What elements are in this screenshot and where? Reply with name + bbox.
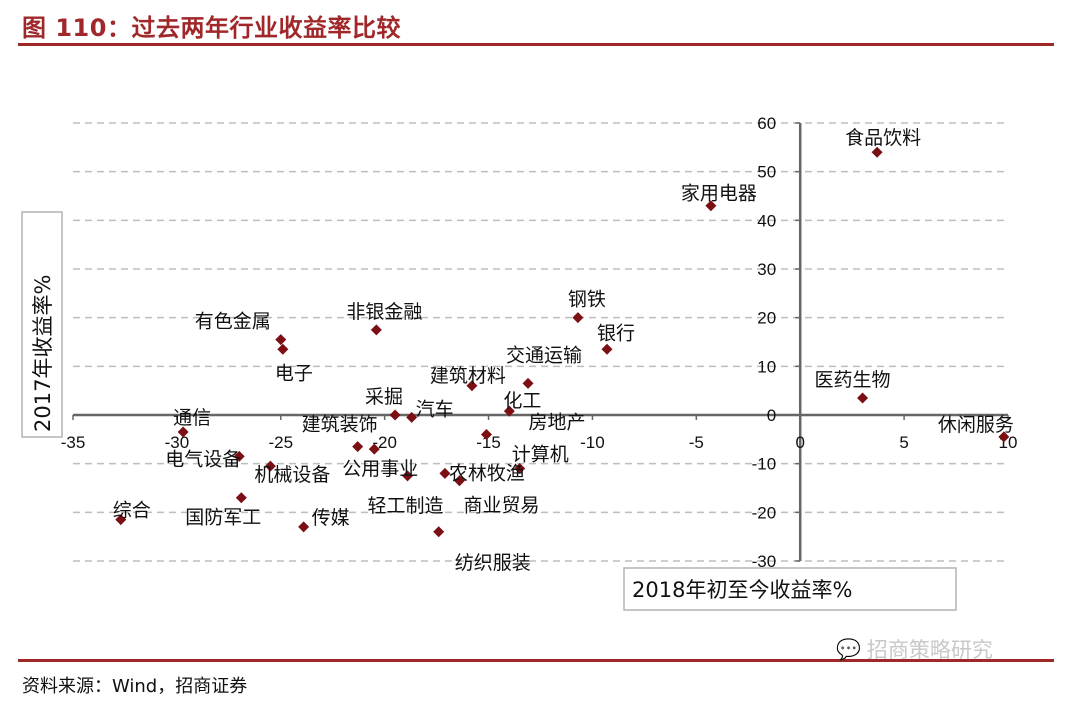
point-home-appliance bbox=[705, 200, 717, 212]
y-tick-label: 20 bbox=[757, 309, 776, 328]
point-pharma-bio bbox=[857, 392, 869, 404]
label-pharma-bio: 医药生物 bbox=[815, 369, 891, 391]
point-machinery bbox=[264, 460, 276, 472]
point-transportation bbox=[522, 377, 534, 389]
point-chemical bbox=[503, 405, 515, 417]
y-tick-label: 0 bbox=[767, 406, 776, 425]
label-public-utility: 公用事业 bbox=[342, 458, 418, 480]
x-tick-label: 0 bbox=[795, 433, 804, 452]
point-computer bbox=[514, 463, 526, 475]
label-transportation: 交通运输 bbox=[506, 344, 582, 366]
x-tick-label: -15 bbox=[476, 433, 501, 452]
y-tick-label: 40 bbox=[757, 211, 776, 230]
label-machinery: 机械设备 bbox=[254, 464, 330, 486]
point-media bbox=[298, 521, 310, 533]
label-commerce-trade: 商业贸易 bbox=[463, 495, 539, 517]
label-food-beverage: 食品饮料 bbox=[845, 127, 921, 149]
point-conglomerate bbox=[115, 514, 127, 526]
y-tick-label: 30 bbox=[757, 260, 776, 279]
point-real-estate bbox=[480, 428, 492, 440]
watermark: 💬 招商策略研究 bbox=[836, 634, 993, 664]
point-light-manufacturing bbox=[402, 470, 414, 482]
y-tick-label: 50 bbox=[757, 163, 776, 182]
x-tick-label: -5 bbox=[689, 433, 704, 452]
axes bbox=[72, 122, 1009, 562]
point-building-material bbox=[466, 380, 478, 392]
y-tick-label: -30 bbox=[752, 552, 777, 571]
x-tick-label: -25 bbox=[268, 433, 293, 452]
source-rule bbox=[18, 659, 1054, 662]
x-tick-label: -30 bbox=[165, 433, 190, 452]
x-tick-label: -10 bbox=[580, 433, 605, 452]
y-tick-label: -20 bbox=[752, 503, 777, 522]
label-nonferrous-metal: 有色金属 bbox=[195, 311, 271, 333]
point-mining bbox=[389, 409, 401, 421]
point-textile-apparel bbox=[433, 526, 445, 538]
title-rule bbox=[18, 43, 1054, 46]
point-telecom bbox=[177, 426, 189, 438]
x-tick-label: -35 bbox=[61, 433, 86, 452]
label-chemical: 化工 bbox=[503, 390, 541, 412]
label-defense: 国防军工 bbox=[185, 507, 261, 529]
label-media: 传媒 bbox=[312, 507, 350, 529]
label-textile-apparel: 纺织服装 bbox=[455, 552, 531, 574]
label-nonbank-finance: 非银金融 bbox=[346, 301, 422, 323]
label-steel: 钢铁 bbox=[568, 289, 606, 311]
x-tick-label: -20 bbox=[372, 433, 397, 452]
point-commerce-trade bbox=[453, 475, 465, 487]
scatter-chart: -35 -30 -25 -20 -15 -10 -5 0 5 10-30-20-100102030… bbox=[21, 114, 1018, 611]
point-electrical-equipment bbox=[233, 450, 245, 462]
point-defense bbox=[235, 492, 247, 504]
watermark-text: 招商策略研究 bbox=[866, 638, 993, 662]
point-public-utility bbox=[368, 443, 380, 455]
y-tick-label: 60 bbox=[757, 114, 776, 133]
y-axis-title-box bbox=[21, 211, 63, 438]
label-construction-decoration: 建筑装饰 bbox=[302, 414, 378, 436]
x-axis-title: 2018年初至今收益率% bbox=[632, 578, 852, 602]
label-conglomerate: 综合 bbox=[113, 500, 151, 522]
label-telecom: 通信 bbox=[173, 407, 211, 429]
source-note: 资料来源：Wind，招商证券 bbox=[22, 676, 248, 697]
y-tick-label: -10 bbox=[752, 455, 777, 474]
point-leisure-service bbox=[998, 431, 1010, 443]
label-real-estate: 房地产 bbox=[528, 411, 585, 433]
point-electronics bbox=[277, 343, 289, 355]
label-building-material: 建筑材料 bbox=[430, 365, 506, 387]
point-auto bbox=[406, 411, 418, 423]
point-steel bbox=[572, 312, 584, 324]
x-axis-title-box bbox=[623, 567, 957, 611]
wechat-icon: 💬 bbox=[836, 637, 861, 661]
label-electronics: 电子 bbox=[275, 362, 313, 384]
x-tick-label: 5 bbox=[899, 433, 908, 452]
label-auto: 汽车 bbox=[416, 398, 454, 420]
label-computer: 计算机 bbox=[512, 444, 569, 466]
point-nonbank-finance bbox=[370, 324, 382, 336]
label-leisure-service: 休闲服务 bbox=[938, 414, 1014, 436]
label-bank: 银行 bbox=[597, 322, 635, 344]
point-construction-decoration bbox=[352, 441, 364, 453]
point-nonferrous-metal bbox=[275, 334, 287, 346]
label-electrical-equipment: 电气设备 bbox=[165, 448, 241, 470]
gridlines bbox=[73, 122, 1008, 562]
point-agriculture bbox=[439, 467, 451, 479]
label-agriculture: 农林牧渔 bbox=[449, 462, 525, 484]
tick-labels: -35 -30 -25 -20 -15 -10 -5 0 5 10-30-20-100102030… bbox=[61, 114, 1018, 571]
label-light-manufacturing: 轻工制造 bbox=[368, 495, 444, 517]
label-mining: 采掘 bbox=[365, 386, 403, 408]
figure-title: 图 110：过去两年行业收益率比较 bbox=[22, 14, 401, 42]
label-home-appliance: 家用电器 bbox=[681, 183, 757, 205]
y-tick-label: 10 bbox=[757, 357, 776, 376]
y-axis-title: 2017年收益率% bbox=[31, 275, 55, 432]
data-points bbox=[115, 146, 1010, 538]
point-food-beverage bbox=[871, 146, 883, 158]
point-bank bbox=[601, 343, 613, 355]
